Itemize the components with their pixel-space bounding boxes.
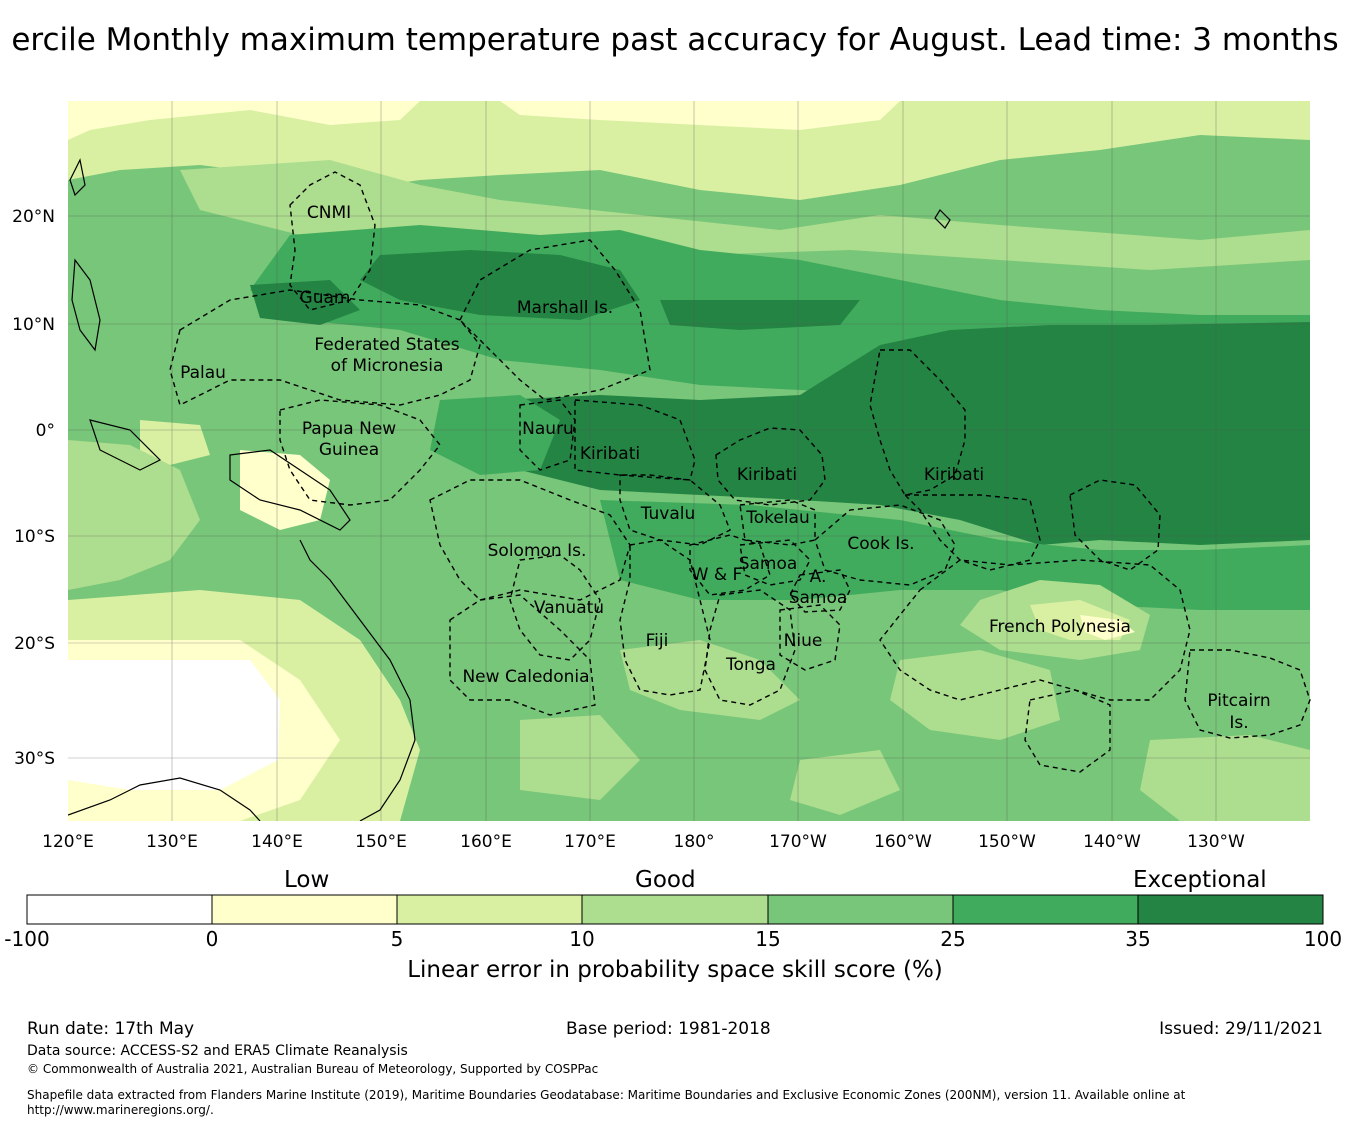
region-label: Pitcairn: [1207, 691, 1270, 711]
lon-label: 140°W: [1083, 832, 1141, 852]
colorbar-tick: 0: [205, 927, 219, 951]
colorbar-swatch: [397, 895, 582, 924]
region-label: Fiji: [646, 631, 669, 651]
lon-label: 140°E: [251, 832, 303, 852]
lat-label: 0°: [36, 421, 55, 441]
coastlines: [68, 158, 951, 821]
map-title: ercile Monthly maximum temperature past …: [11, 22, 1339, 58]
colorbar-swatch: [768, 895, 953, 924]
lon-label: 170°W: [769, 832, 827, 852]
colorbar-tick: 5: [390, 927, 404, 951]
lon-label: 170°E: [564, 832, 616, 852]
region-label: Kiribati: [737, 465, 797, 485]
lon-label: 130°E: [146, 832, 198, 852]
region-label: Solomon Is.: [488, 541, 587, 561]
colorbar-swatch: [212, 895, 397, 924]
colorbar-swatch: [953, 895, 1138, 924]
colorbar: [26, 894, 1324, 925]
colorbar-category-low: Low: [284, 867, 330, 893]
data-source: Data source: ACCESS-S2 and ERA5 Climate …: [27, 1043, 408, 1059]
colorbar-swatch: [27, 895, 212, 924]
region-label: Kiribati: [924, 465, 984, 485]
lat-label: 30°S: [14, 749, 55, 769]
region-label: French Polynesia: [989, 617, 1131, 637]
lon-label: 130°W: [1187, 832, 1245, 852]
lat-label: 20°N: [12, 207, 55, 227]
region-label: Tuvalu: [640, 504, 696, 524]
region-label: A.: [810, 567, 827, 587]
colorbar-category-exceptional: Exceptional: [1133, 867, 1267, 893]
colorbar-title: Linear error in probability space skill …: [407, 957, 943, 983]
colorbar-swatch: [1138, 895, 1323, 924]
graticule: [68, 101, 1310, 821]
lon-label: 160°W: [874, 832, 932, 852]
run-date: Run date: 17th May: [27, 1019, 195, 1039]
lat-label: 10°S: [14, 527, 55, 547]
region-label: Tonga: [725, 655, 776, 675]
shapefile-credit: Shapefile data extracted from Flanders M…: [27, 1088, 1186, 1117]
lon-label: 150°E: [355, 832, 407, 852]
colorbar-tick: 10: [569, 927, 595, 951]
skill-field: [68, 101, 1310, 821]
region-label: Nauru: [522, 419, 574, 439]
colorbar-tick: 25: [940, 927, 966, 951]
colorbar-tick: -100: [4, 927, 50, 951]
region-label: Papua New: [302, 419, 396, 439]
lat-label: 10°N: [12, 315, 55, 335]
region-label: Federated States: [314, 335, 459, 355]
region-label: Guinea: [319, 440, 379, 460]
colorbar-tick: 35: [1125, 927, 1151, 951]
copyright: © Commonwealth of Australia 2021, Austra…: [27, 1062, 599, 1076]
issued-date: Issued: 29/11/2021: [1159, 1019, 1323, 1039]
eez-boundaries: [169, 171, 1311, 773]
region-label: Niue: [784, 631, 823, 651]
region-label: New Caledonia: [462, 667, 589, 687]
region-label: of Micronesia: [331, 356, 444, 376]
colorbar-border: [26, 894, 1324, 925]
lon-label: 180°: [674, 832, 715, 852]
region-labels: CNMI Guam Marshall Is. Palau Federated S…: [180, 203, 1271, 733]
region-label: Kiribati: [580, 444, 640, 464]
lat-axis: 20°N 10°N 0° 10°S 20°S 30°S: [12, 207, 55, 769]
base-period: Base period: 1981-2018: [566, 1019, 771, 1039]
region-label: CNMI: [307, 203, 351, 223]
lon-axis: 120°E 130°E 140°E 150°E 160°E 170°E 180°…: [42, 832, 1245, 852]
lat-label: 20°S: [14, 634, 55, 654]
region-label: Cook Is.: [847, 534, 914, 554]
region-label: Samoa: [739, 554, 798, 574]
colorbar-category-good: Good: [635, 867, 696, 893]
region-label: Marshall Is.: [517, 298, 613, 318]
lon-label: 150°W: [978, 832, 1036, 852]
region-label: Is.: [1229, 713, 1248, 733]
region-label: Vanuatu: [534, 598, 604, 618]
region-label: Tokelau: [745, 508, 810, 528]
region-label: Guam: [300, 288, 351, 308]
region-label: Samoa: [789, 588, 848, 608]
colorbar-swatch: [582, 895, 768, 924]
region-label: W & F: [692, 565, 743, 585]
lon-label: 160°E: [460, 832, 512, 852]
colorbar-tick: 15: [755, 927, 781, 951]
lon-label: 120°E: [42, 832, 94, 852]
colorbar-tick: 100: [1303, 927, 1343, 951]
region-label: Palau: [180, 363, 226, 383]
